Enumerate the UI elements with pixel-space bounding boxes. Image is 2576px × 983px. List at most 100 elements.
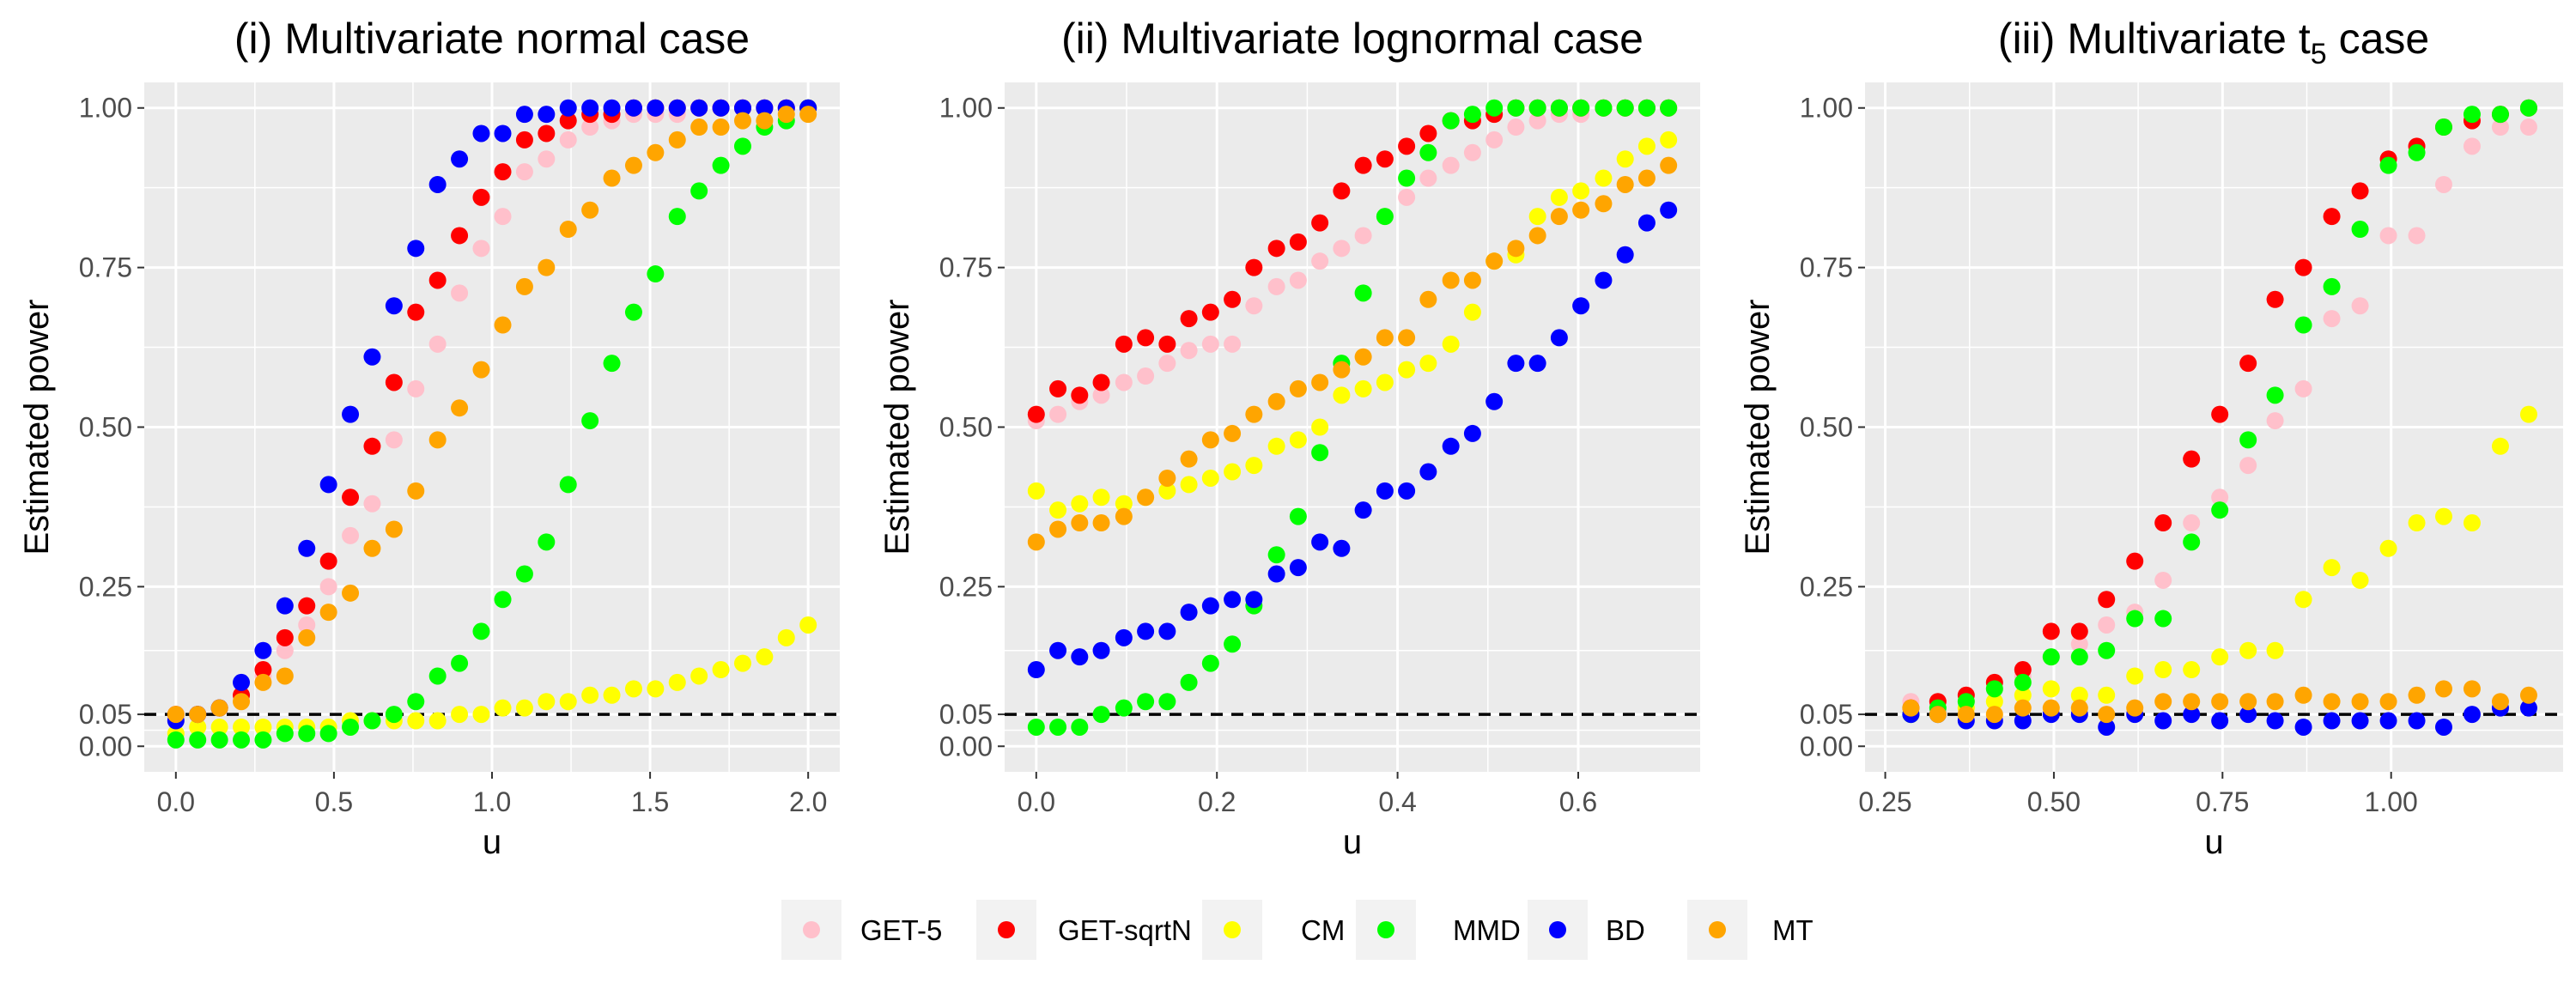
data-point <box>1398 361 1416 379</box>
data-point <box>1224 591 1242 609</box>
data-point <box>2408 227 2426 245</box>
data-point <box>1289 379 1307 397</box>
data-point <box>712 661 730 679</box>
data-point <box>233 693 251 711</box>
legend-label: BD <box>1606 914 1645 946</box>
data-point <box>559 693 577 711</box>
data-point <box>2351 297 2369 315</box>
data-point <box>1985 693 2003 711</box>
legend-key <box>1709 921 1726 938</box>
data-point <box>210 699 228 717</box>
data-point <box>2434 175 2452 193</box>
data-point <box>2351 712 2369 730</box>
data-point <box>1354 501 1372 519</box>
data-point <box>1507 240 1525 258</box>
data-point <box>515 130 533 149</box>
data-point <box>1985 706 2003 724</box>
data-point <box>1049 718 1067 736</box>
data-point <box>494 208 512 226</box>
data-point <box>690 182 708 200</box>
data-point <box>1289 507 1307 525</box>
data-point <box>1637 214 1656 232</box>
data-point <box>1245 405 1263 423</box>
data-point <box>1245 258 1263 276</box>
data-point <box>1267 277 1285 295</box>
data-point <box>2294 379 2312 397</box>
data-point <box>1660 99 1678 117</box>
data-point <box>668 99 686 117</box>
data-point <box>1333 386 1351 404</box>
data-point <box>428 431 447 449</box>
data-point <box>559 476 577 494</box>
data-point <box>407 240 425 258</box>
data-point <box>2070 686 2088 704</box>
data-point <box>276 628 294 646</box>
data-point <box>756 112 774 130</box>
y-tick-label: 0.00 <box>1800 731 1853 762</box>
data-point <box>1071 648 1089 666</box>
data-point <box>254 731 272 749</box>
legend-item-MT: MT <box>1687 900 1814 960</box>
data-point <box>1245 591 1263 609</box>
data-point <box>559 221 577 239</box>
data-point <box>451 284 469 302</box>
data-point <box>1595 169 1613 187</box>
data-point <box>1092 386 1110 404</box>
data-point <box>385 520 403 538</box>
data-point <box>559 112 577 130</box>
data-point <box>2519 699 2537 717</box>
data-point <box>712 156 730 174</box>
data-point <box>2266 386 2284 404</box>
data-point <box>1180 342 1198 360</box>
data-point <box>538 106 556 124</box>
data-point <box>1267 437 1285 455</box>
data-point <box>1267 240 1285 258</box>
data-point <box>1267 546 1285 564</box>
data-point <box>1595 271 1613 289</box>
data-point <box>2491 106 2509 124</box>
data-point <box>319 476 337 494</box>
data-point <box>385 297 403 315</box>
data-point <box>515 106 533 124</box>
data-point <box>1595 195 1613 213</box>
data-point <box>2379 227 2397 245</box>
data-point <box>451 150 469 168</box>
data-point <box>2183 661 2201 679</box>
data-point <box>276 597 294 615</box>
data-point <box>2042 699 2060 717</box>
y-tick-label: 0.75 <box>1800 252 1853 283</box>
data-point <box>233 718 251 736</box>
y-axis-label: Estimated power <box>1739 300 1777 555</box>
data-point <box>2266 290 2284 308</box>
data-point <box>1463 271 1481 289</box>
data-point <box>733 654 751 672</box>
data-point <box>1902 699 1920 717</box>
legend-label: MT <box>1772 914 1814 946</box>
data-point <box>1572 182 1590 200</box>
data-point <box>1333 539 1351 557</box>
data-point <box>319 552 337 570</box>
data-point <box>1289 431 1307 449</box>
data-point <box>451 654 469 672</box>
y-tick-label: 0.50 <box>1800 412 1853 443</box>
data-point <box>472 706 490 724</box>
data-point <box>690 667 708 685</box>
data-point <box>319 604 337 622</box>
data-point <box>1027 533 1045 551</box>
data-point <box>581 118 599 137</box>
data-point <box>1485 99 1504 117</box>
legend-key <box>1224 921 1241 938</box>
data-point <box>1398 188 1416 206</box>
data-point <box>2126 610 2144 628</box>
data-point <box>2098 591 2116 609</box>
data-point <box>1049 520 1067 538</box>
data-point <box>515 163 533 181</box>
y-tick-label: 0.05 <box>939 699 993 730</box>
data-point <box>298 539 316 557</box>
data-point <box>2098 706 2116 724</box>
data-point <box>1224 463 1242 481</box>
data-point <box>1354 348 1372 366</box>
data-point <box>2070 635 2088 653</box>
data-point <box>2379 693 2397 711</box>
data-point <box>1201 469 1219 487</box>
